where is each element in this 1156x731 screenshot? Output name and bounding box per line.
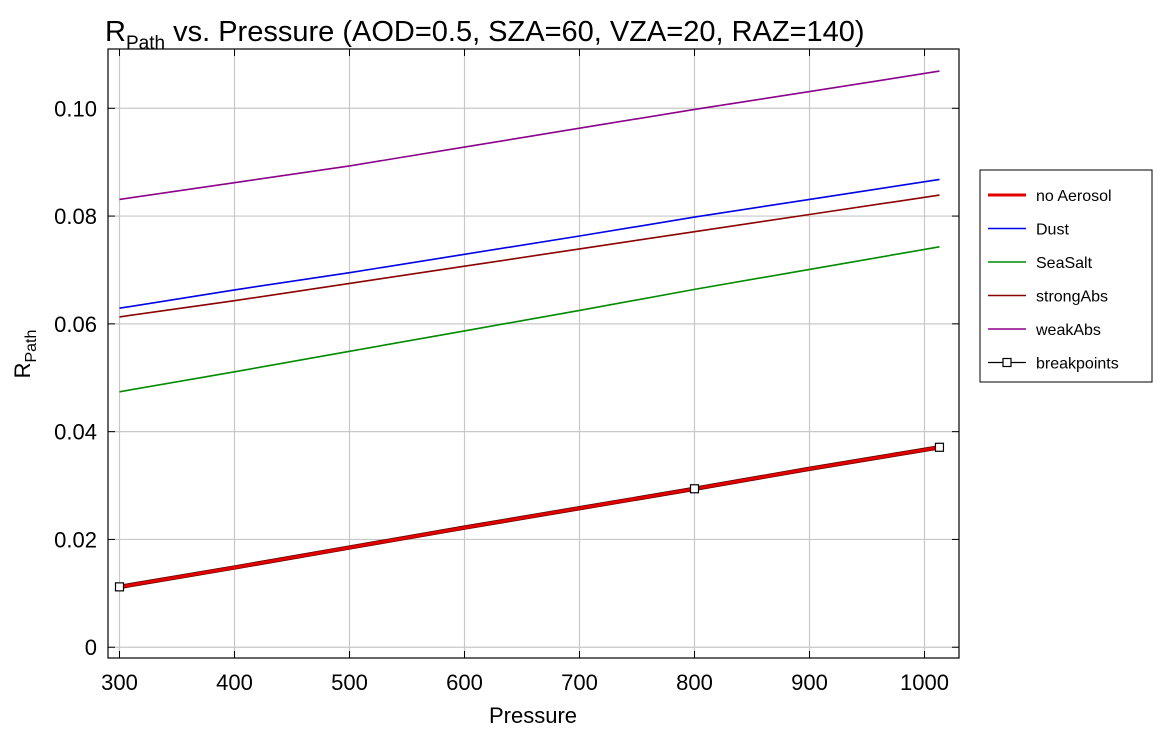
- y-axis-label-main: R: [10, 363, 35, 379]
- legend-item-no-aerosol: no Aerosol: [988, 188, 1112, 205]
- chart-title-main: R: [105, 16, 126, 48]
- legend-item-seasalt: SeaSalt: [988, 255, 1093, 272]
- x-ticks: 300 400 500 600 700 800 900 1000: [101, 49, 949, 695]
- legend-marker: [1002, 357, 1012, 368]
- legend-item-strongabs: strongAbs: [988, 289, 1108, 306]
- series-lines: [119, 70, 940, 590]
- x-tick-label: 900: [791, 670, 828, 695]
- breakpoint-marker: [934, 442, 945, 452]
- legend-item-dust: Dust: [988, 222, 1069, 239]
- legend-label: SeaSalt: [1036, 255, 1093, 272]
- legend-box: [979, 169, 1153, 383]
- legend: no Aerosol Dust SeaSalt strongAbs weakAbs bre…: [979, 169, 1153, 383]
- series-line-weakabs: [119, 70, 940, 201]
- x-tick-label: 1000: [900, 670, 949, 695]
- breakpoint-markers: [114, 442, 945, 592]
- y-axis-label: RPath: [10, 330, 40, 379]
- legend-item-weakabs: weakAbs: [988, 322, 1101, 339]
- series-line-strongabs: [119, 194, 940, 318]
- chart-title: RPath vs. Pressure (AOD=0.5, SZA=60, VZA…: [105, 16, 865, 54]
- y-tick-label: 0.04: [54, 420, 97, 445]
- legend-label: strongAbs: [1036, 289, 1108, 306]
- x-tick-label: 300: [101, 670, 138, 695]
- legend-label: no Aerosol: [1036, 188, 1112, 205]
- series-line-no-aerosol: [119, 445, 940, 589]
- legend-label: breakpoints: [1036, 356, 1119, 373]
- x-tick-label: 400: [216, 670, 253, 695]
- y-tick-label: 0.06: [54, 312, 97, 337]
- y-ticks: 0 0.02 0.04 0.06 0.08 0.10: [54, 96, 959, 660]
- grid: [108, 49, 959, 658]
- y-tick-label: 0.02: [54, 527, 97, 552]
- x-tick-label: 800: [676, 670, 713, 695]
- x-axis-label: Pressure: [489, 703, 577, 728]
- x-tick-label: 500: [331, 670, 368, 695]
- y-tick-label: 0.10: [54, 96, 97, 121]
- chart-title-rest: vs. Pressure (AOD=0.5, SZA=60, VZA=20, R…: [165, 16, 865, 48]
- legend-label: Dust: [1036, 222, 1069, 239]
- x-tick-label: 600: [446, 670, 483, 695]
- legend-item-breakpoints: breakpoints: [988, 356, 1119, 373]
- legend-label: weakAbs: [1035, 322, 1101, 339]
- y-tick-label: 0.08: [54, 204, 97, 229]
- x-tick-label: 700: [561, 670, 598, 695]
- legend-items: no Aerosol Dust SeaSalt strongAbs weakAbs bre…: [988, 188, 1119, 373]
- chart-title-subscript: Path: [126, 33, 165, 54]
- series-line-seasalt: [119, 246, 940, 393]
- series-line-dust: [119, 178, 940, 309]
- y-axis-label-subscript: Path: [23, 330, 40, 363]
- y-tick-label: 0: [85, 635, 97, 660]
- plot-frame: [107, 48, 960, 659]
- breakpoint-marker: [689, 484, 700, 494]
- breakpoint-marker: [114, 582, 125, 592]
